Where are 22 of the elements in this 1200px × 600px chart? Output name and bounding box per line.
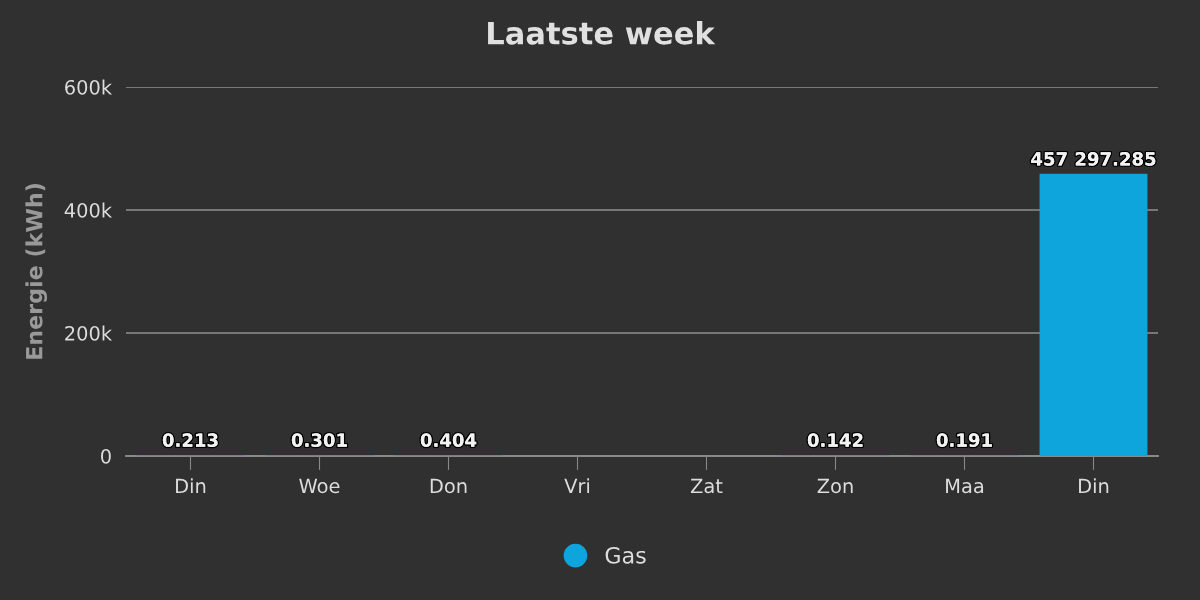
data-label: 0.301: [291, 433, 347, 447]
y-tick-label: 0: [101, 448, 111, 464]
x-tick-label: Zon: [817, 478, 853, 494]
data-label: 0.191: [936, 433, 992, 447]
bar: [1039, 173, 1148, 456]
legend-label: Gas: [605, 546, 646, 564]
data-label: 0.404: [420, 433, 477, 447]
y-tick-label: 600k: [65, 79, 113, 95]
x-tick-label: Din: [176, 478, 206, 493]
data-label: 0.142: [807, 433, 863, 447]
y-axis-title: Energie (kWh): [25, 184, 48, 359]
x-tick-label: Zat: [690, 478, 723, 494]
x-tick-label: Vri: [564, 478, 590, 493]
data-label: 457 297.285: [1031, 152, 1156, 166]
data-label: 0.213: [162, 433, 218, 447]
x-tick-label: Don: [430, 478, 467, 494]
x-tick-label: Maa: [946, 478, 984, 494]
y-tick-label: 400k: [64, 202, 113, 218]
y-tick-label: 200k: [65, 325, 113, 341]
x-tick-label: Woe: [299, 478, 340, 494]
x-tick-label: Din: [1079, 478, 1109, 493]
chart-title: Laatste week: [488, 21, 716, 45]
